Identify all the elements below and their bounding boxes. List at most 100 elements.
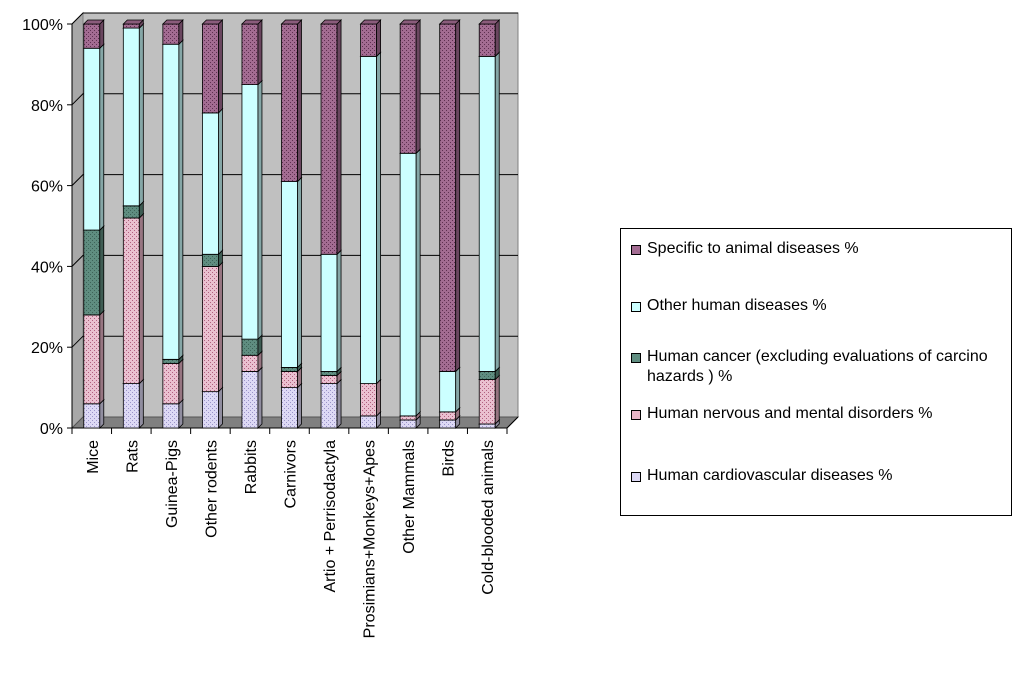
bar-segment <box>201 261 224 393</box>
legend-swatch-nervous <box>631 410 641 420</box>
bar-front <box>122 383 140 429</box>
bar-front <box>162 403 180 429</box>
bar-front <box>241 354 259 372</box>
bar-front <box>399 152 417 417</box>
bar-segment <box>240 79 263 341</box>
bar-front <box>162 23 180 45</box>
legend-swatch-cancer <box>631 353 641 363</box>
bar-top <box>438 19 461 25</box>
bar-front <box>162 362 180 405</box>
bar-front <box>478 371 496 380</box>
y-tick-labels: 0% 20% 40% 60% 80% 100% <box>22 17 63 438</box>
bar-side <box>257 366 263 429</box>
x-tick-label: Other Mammals <box>401 440 418 554</box>
x-tick-label: Mice <box>85 440 102 474</box>
bar-segment <box>359 378 382 417</box>
bar-side <box>494 19 500 58</box>
bar-top <box>82 19 105 25</box>
bar-front <box>241 84 259 340</box>
bar-segment <box>399 148 422 417</box>
bar-segment <box>240 19 263 86</box>
x-tick-label: Guinea-Pigs <box>164 440 181 528</box>
bar-side <box>218 107 223 256</box>
bar-front <box>202 112 219 255</box>
bar-front <box>162 358 180 364</box>
x-tick-label: Birds <box>441 440 458 476</box>
bar-segment <box>359 51 382 385</box>
x-tick-label: Cold-blooded animals <box>480 440 497 595</box>
bar-segment <box>359 19 382 58</box>
bar-front <box>202 391 219 429</box>
bar-front <box>360 383 377 417</box>
bar-top <box>240 19 263 25</box>
legend-label-nervous: Human nervous and mental disorders % <box>647 405 933 422</box>
y-tick-label: 100% <box>22 17 63 34</box>
bar-front <box>320 375 338 384</box>
bar-segment <box>201 107 224 256</box>
bar-segment <box>161 358 184 405</box>
bar-side <box>218 386 223 429</box>
bar-front <box>281 23 298 182</box>
x-tick-label: Rats <box>124 440 141 473</box>
bar-front <box>202 265 219 393</box>
bar-front <box>122 27 140 207</box>
bar-side <box>138 23 144 207</box>
bar-side <box>257 79 263 341</box>
bar-segment <box>240 366 263 429</box>
bar-front <box>439 371 457 413</box>
bar-top <box>161 19 184 25</box>
legend-swatch-cardiovascular <box>631 472 641 482</box>
bar-front <box>439 23 457 372</box>
bar-front <box>360 415 377 429</box>
legend-item-cancer: Human cancer (excluding evaluations of c… <box>631 347 1003 387</box>
bar-segment <box>82 43 105 232</box>
bar-side <box>138 212 144 385</box>
bar-segment <box>438 19 461 373</box>
bar-front <box>122 217 140 384</box>
legend-label-cancer: Human cancer (excluding evaluations of c… <box>647 348 988 385</box>
bar-front <box>320 253 338 372</box>
legend-item-nervous: Human nervous and mental disorders % <box>631 404 1003 424</box>
bar-side <box>455 19 461 373</box>
bar-segment <box>161 19 184 46</box>
bar-side <box>257 19 263 86</box>
bar-side <box>99 309 105 405</box>
bar-side <box>178 398 184 429</box>
y-tick-label: 20% <box>31 340 63 357</box>
y-tick-label: 60% <box>31 179 63 196</box>
bar-front <box>478 23 496 57</box>
bar-side <box>494 374 500 425</box>
bar-segment <box>82 225 105 316</box>
bar-front <box>478 379 496 425</box>
bar-side <box>376 378 381 417</box>
bar-segment <box>82 309 105 405</box>
bar-top <box>280 19 303 25</box>
bar-top <box>399 19 422 25</box>
bar-front <box>320 383 338 429</box>
bars <box>82 19 501 429</box>
bar-segment <box>320 19 343 256</box>
bar-front <box>439 419 457 429</box>
bar-front <box>360 23 377 57</box>
bar-segment <box>201 19 224 114</box>
y-tick-label: 80% <box>31 98 63 115</box>
gridline <box>71 12 518 25</box>
bar-front <box>202 253 219 267</box>
bar-side <box>99 19 105 50</box>
bar-side <box>376 51 381 385</box>
x-tick-label: Other rodents <box>203 440 220 538</box>
bar-front <box>241 338 259 356</box>
bar-front <box>83 403 101 429</box>
bar-top <box>201 19 224 25</box>
bar-segment <box>320 378 343 429</box>
bar-front <box>478 55 496 372</box>
bar-segment <box>478 51 501 373</box>
bar-segment <box>438 366 461 413</box>
side-wall <box>71 11 84 430</box>
bar-side <box>336 378 342 429</box>
x-tick-label: Prosimians+Monkeys+Apes <box>362 440 379 638</box>
bar-front <box>241 371 259 429</box>
bar-segment <box>280 19 303 183</box>
x-tick-label: Rabbits <box>243 440 260 494</box>
bar-front <box>281 181 298 368</box>
